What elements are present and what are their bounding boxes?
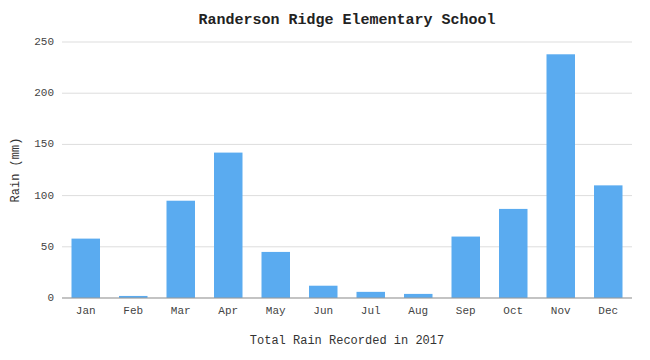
x-axis-label: Total Rain Recorded in 2017 [250,334,444,348]
x-tick-label: Dec [598,305,618,317]
chart-svg: 0 50 100 150 200 250 Jan Feb Mar Apr May Jun Jul Aug S… [0,0,650,360]
y-tick-label: 0 [47,292,54,304]
x-tick-label: Jun [313,305,333,317]
x-tick-label: Jan [76,305,96,317]
bar [309,286,338,298]
x-tick-label: Apr [218,305,238,317]
grid-line [62,298,632,299]
y-axis: 0 50 100 150 200 250 [34,36,54,304]
bar [214,153,243,298]
bar [262,252,291,298]
grid [62,42,632,298]
bar [594,185,623,298]
grid-line [62,42,632,43]
y-tick-label: 200 [34,87,54,99]
y-tick-label: 50 [41,241,54,253]
x-axis-line [62,298,632,299]
x-tick-label: Feb [123,305,143,317]
y-tick-label: 150 [34,138,54,150]
bar [499,209,528,298]
x-tick-label: Nov [551,305,571,317]
y-axis-label: Rain (mm) [9,138,23,203]
x-axis: Jan Feb Mar Apr May Jun Jul Aug Sep Oct Nov Dec [76,305,618,317]
x-tick-label: Aug [408,305,428,317]
y-tick-label: 250 [34,36,54,48]
y-tick-label: 100 [34,190,54,202]
chart-title: Randerson Ridge Elementary School [198,12,495,29]
bars [72,54,623,298]
x-tick-label: Oct [503,305,523,317]
bar [167,201,196,298]
x-tick-label: Sep [456,305,476,317]
bar [452,237,481,298]
bar [404,294,433,298]
x-tick-label: May [266,305,286,317]
bar [547,54,576,298]
chart-container: 0 50 100 150 200 250 Jan Feb Mar Apr May Jun Jul Aug S… [0,0,650,360]
x-tick-label: Mar [171,305,191,317]
x-tick-label: Jul [361,305,381,317]
bar [72,239,101,298]
bar [357,292,386,298]
